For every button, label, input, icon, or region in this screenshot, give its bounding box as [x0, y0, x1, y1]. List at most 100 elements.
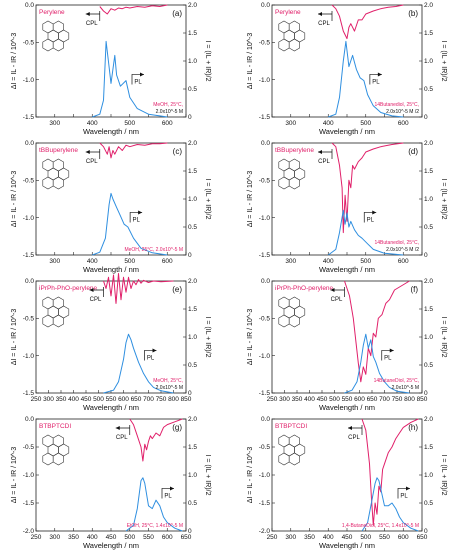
series-pl-line: [92, 40, 168, 118]
condition-note: 2.0x10^-5 M: [156, 109, 183, 115]
pl-marker-label: PL: [367, 217, 375, 223]
plot-frame: [271, 280, 423, 394]
compound-label: tBBuperylene: [275, 147, 314, 154]
y-right-axis-label: I = (IL + IR)/2: [440, 455, 447, 496]
x-tick-label: 450: [342, 534, 353, 541]
cpl-arrow: [318, 149, 333, 159]
cpl-arrow: [318, 11, 333, 21]
series-pl-line: [92, 192, 168, 256]
y-left-tick-label: -1.0: [23, 472, 35, 479]
y-right-tick-label: 0.5: [424, 500, 433, 507]
y-right-tick-label: 1.5: [424, 444, 433, 451]
y-left-tick-label: -1.0: [23, 215, 35, 222]
pl-arrowhead: [170, 486, 174, 491]
x-tick-label: 300: [285, 534, 296, 541]
cpl-arrowhead: [85, 150, 90, 154]
y-left-tick-label: 0.0: [25, 2, 34, 9]
y-left-axis-label: ΔI = IL - IR / 10^-3: [11, 309, 18, 366]
y-right-axis-label: I = (IL + IR)/2: [440, 41, 447, 82]
x-tick-label: 650: [367, 396, 378, 403]
plot-frame: [35, 4, 187, 118]
molecule-ring: [52, 314, 64, 328]
condition-note: EtOH, 25°C, 1.4x10^-5 M: [127, 523, 183, 529]
y-left-tick-label: 0.0: [261, 2, 270, 9]
x-tick-label: 300: [43, 396, 54, 403]
cpl-arrow: [85, 149, 101, 159]
pl-marker-label: PL: [147, 355, 155, 361]
y-left-axis-label: ΔI = IL - IR / 10^-3: [11, 171, 18, 228]
y-right-axis-label: I = (IL + IR)/2: [440, 179, 447, 220]
condition-note: 2.0x10^-5 M /2: [386, 109, 419, 115]
y-right-axis-label: I = (IL + IR)/2: [204, 41, 211, 82]
pl-arrowhead: [372, 210, 377, 215]
x-tick-label: 400: [87, 534, 98, 541]
x-tick-label: 500: [360, 120, 371, 127]
panel-e: 250 300 350 400 450 500 550 600 650 700 750 800 8500…: [11, 273, 211, 412]
x-tick-label: 800: [168, 396, 179, 403]
y-right-tick-label: 1.5: [424, 306, 433, 313]
cpl-marker-label: CPL: [348, 435, 360, 441]
molecule-ring: [288, 452, 300, 466]
y-right-tick-label: 2.0: [424, 140, 433, 147]
y-right-tick-label: 2.0: [424, 2, 433, 9]
x-tick-label: 350: [56, 396, 67, 403]
pl-arrowhead: [377, 72, 382, 77]
y-right-tick-label: 0.5: [424, 86, 433, 93]
series-pl-line: [344, 333, 410, 394]
x-axis-label: Wavelength / nm: [319, 127, 375, 136]
molecule-ring: [42, 452, 54, 466]
pl-marker-label: PL: [164, 493, 172, 499]
panel-label: (h): [408, 423, 418, 432]
panel-label: (d): [408, 147, 418, 156]
y-right-tick-label: 0.5: [188, 86, 197, 93]
y-right-tick-label: 1.0: [188, 58, 197, 65]
plot-frame: [271, 142, 423, 256]
x-axis-label: Wavelength / nm: [83, 127, 139, 136]
x-tick-label: 600: [162, 120, 173, 127]
plot-frame: [35, 142, 187, 256]
x-tick-label: 550: [106, 396, 117, 403]
x-tick-label: 600: [118, 396, 129, 403]
pl-marker-label: PL: [400, 493, 408, 499]
cpl-arrowhead: [89, 288, 94, 292]
y-left-tick-label: -1.0: [259, 77, 271, 84]
y-right-tick-label: 1.0: [424, 472, 433, 479]
molecule-ring: [52, 452, 64, 466]
series-cpl-line: [331, 4, 404, 40]
y-left-tick-label: -0.5: [23, 178, 35, 185]
y-right-tick-label: 1.5: [188, 306, 197, 313]
pl-arrowhead: [140, 72, 144, 77]
y-right-tick-label: 1.0: [188, 334, 197, 341]
plot-frame: [271, 4, 423, 118]
y-left-tick-label: -1.5: [259, 114, 271, 121]
molecule-ring: [42, 176, 54, 190]
x-axis-label: Wavelength / nm: [83, 265, 139, 274]
x-tick-label: 300: [279, 396, 290, 403]
x-tick-label: 450: [81, 396, 92, 403]
x-tick-label: 600: [162, 534, 173, 541]
series-cpl-line: [344, 280, 410, 383]
y-left-tick-label: -0.5: [259, 40, 271, 47]
y-right-axis-label: I = (IL + IR)/2: [440, 317, 447, 358]
x-axis-label: Wavelength / nm: [83, 403, 139, 412]
x-tick-label: 500: [124, 534, 135, 541]
cpl-marker-label: CPL: [116, 435, 128, 441]
pl-marker-label: PL: [372, 79, 380, 85]
molecule-ring: [278, 314, 290, 328]
y-left-tick-label: -0.5: [259, 444, 271, 451]
x-tick-label: 600: [162, 258, 173, 265]
cpl-arrow: [85, 11, 101, 21]
y-right-tick-label: 1.5: [424, 168, 433, 175]
condition-note: MeOH, 25°C, 2.0x10^-5 M: [124, 247, 183, 253]
molecule-ring: [52, 176, 64, 190]
panel-d: 300 400 500 600 0.0 -0.5 -1.0 -1.5 2.0 1.5 1.0 0.5 0…: [247, 140, 447, 274]
y-right-tick-label: 1.0: [424, 196, 433, 203]
x-tick-label: 600: [398, 258, 409, 265]
x-tick-label: 800: [404, 396, 415, 403]
cpl-marker-label: CPL: [90, 297, 102, 303]
x-tick-label: 350: [68, 534, 79, 541]
cpl-marker-label: CPL: [86, 21, 98, 27]
pl-arrowhead: [389, 348, 394, 353]
panel-label: (c): [173, 147, 183, 156]
y-left-tick-label: -0.5: [259, 316, 271, 323]
